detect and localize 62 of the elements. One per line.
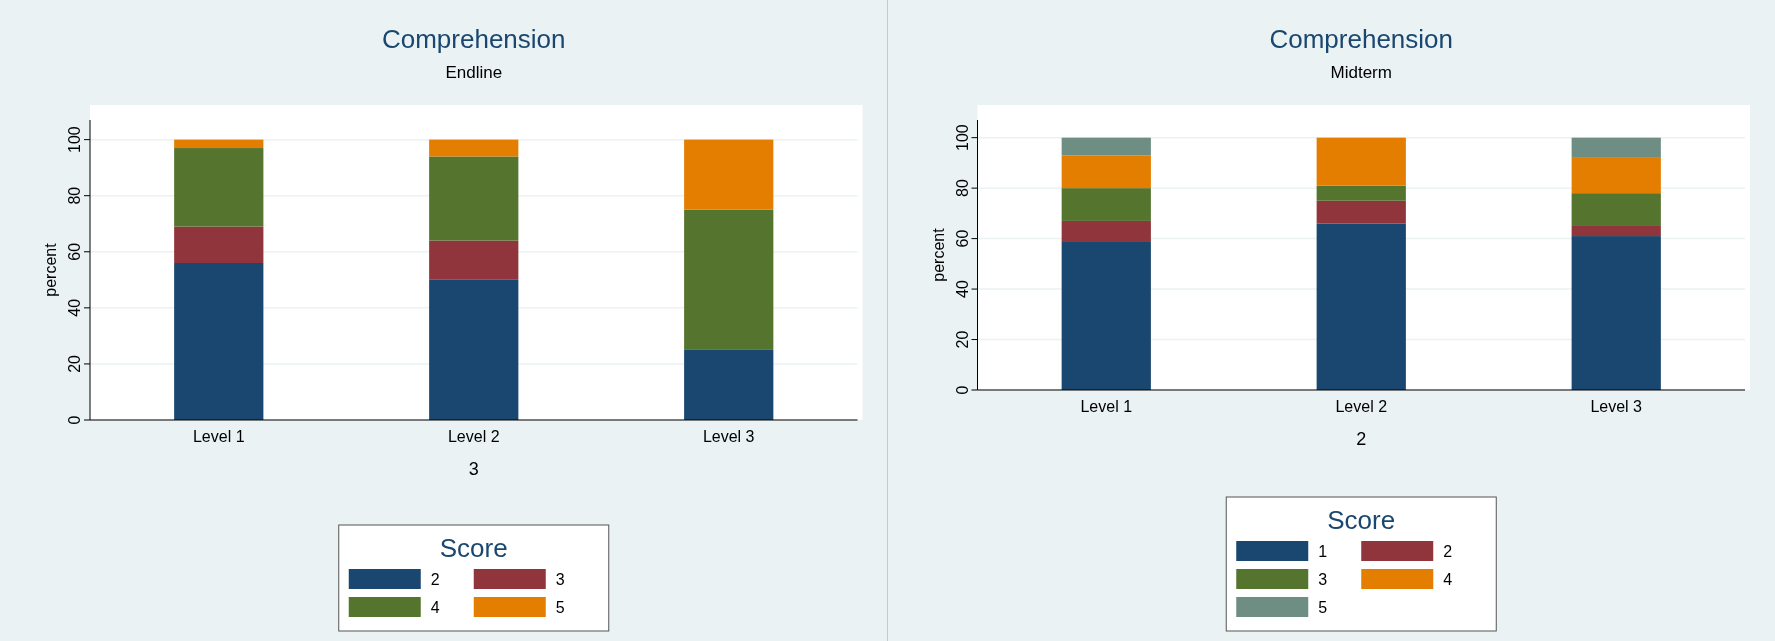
bar — [1061, 188, 1151, 221]
bar — [1571, 236, 1661, 390]
x-tick-label: Level 1 — [1080, 398, 1133, 415]
bar — [684, 349, 774, 420]
bar — [1316, 137, 1406, 186]
y-tick-label: 20 — [953, 330, 971, 349]
y-tick-label: 20 — [66, 354, 83, 373]
bar — [1061, 137, 1151, 156]
x-tick-label: Level 1 — [192, 428, 245, 445]
bar — [1316, 185, 1406, 201]
y-tick-label: 80 — [66, 186, 83, 205]
legend-label: 3 — [1318, 571, 1328, 588]
bar — [684, 139, 774, 210]
bar — [1316, 200, 1406, 224]
legend-title: Score — [1327, 505, 1396, 535]
bar — [1061, 241, 1151, 390]
bar — [1061, 220, 1151, 242]
chart-title: Comprehension — [1269, 24, 1454, 54]
legend-label: 3 — [555, 571, 565, 588]
x-tick-label: Level 2 — [447, 428, 500, 445]
bar — [429, 279, 519, 420]
y-tick-label: 0 — [953, 385, 971, 395]
chart-subtitle: Midterm — [1330, 63, 1392, 82]
y-tick-label: 40 — [66, 298, 83, 317]
legend-label: 5 — [555, 599, 565, 616]
x-axis-title: 3 — [468, 459, 479, 479]
bar — [1571, 225, 1661, 237]
bar — [429, 240, 519, 280]
y-tick-label: 80 — [953, 179, 971, 198]
legend-label: 1 — [1318, 543, 1328, 560]
x-tick-label: Level 3 — [1590, 398, 1643, 415]
bar — [1571, 157, 1661, 194]
x-axis-title: 2 — [1356, 429, 1367, 449]
chart-title: Comprehension — [381, 24, 566, 54]
y-axis-title: percent — [929, 227, 947, 282]
bar — [1061, 155, 1151, 189]
y-tick-label: 60 — [953, 229, 971, 248]
bar — [429, 156, 519, 241]
bar — [174, 148, 264, 227]
bar — [429, 139, 519, 157]
x-tick-label: Level 3 — [702, 428, 755, 445]
y-tick-label: 60 — [66, 242, 83, 261]
y-tick-label: 100 — [953, 124, 971, 152]
legend-label: 2 — [430, 571, 440, 588]
chart-subtitle: Endline — [445, 63, 503, 82]
bar — [174, 226, 264, 263]
y-tick-label: 100 — [66, 126, 83, 153]
y-tick-label: 0 — [66, 415, 83, 425]
legend-label: 4 — [430, 599, 440, 616]
bar — [174, 139, 264, 149]
legend-label: 4 — [1443, 571, 1453, 588]
bar — [1316, 223, 1406, 390]
legend-title: Score — [439, 533, 508, 563]
y-axis-title: percent — [42, 242, 59, 297]
x-tick-label: Level 2 — [1335, 398, 1388, 415]
bar — [684, 209, 774, 350]
legend-label: 5 — [1318, 599, 1328, 616]
bar — [1571, 193, 1661, 226]
legend-label: 2 — [1443, 543, 1453, 560]
bar — [1571, 137, 1661, 158]
bar — [174, 262, 264, 420]
y-tick-label: 40 — [953, 280, 971, 298]
